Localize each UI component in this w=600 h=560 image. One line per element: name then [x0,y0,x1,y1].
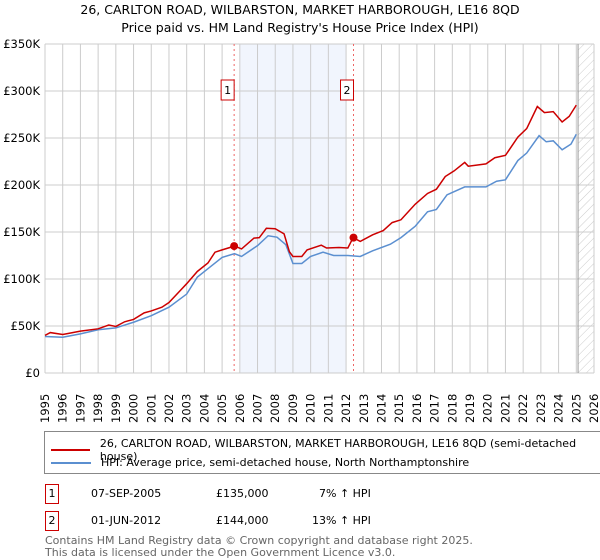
x-tick-label: 2026 [587,394,600,423]
x-tick-label: 2004 [197,394,211,423]
x-tick-label: 1996 [56,394,70,423]
transaction-row: 1 07-SEP-2005 £135,000 7% ↑ HPI [44,484,600,504]
footer-licence: This data is licensed under the Open Gov… [45,546,396,559]
x-tick-label: 2002 [162,394,176,423]
legend: 26, CARLTON ROAD, WILBARSTON, MARKET HAR… [44,431,600,474]
y-tick-label: £350K [3,37,40,51]
legend-label-property: 26, CARLTON ROAD, WILBARSTON, MARKET HAR… [99,437,577,463]
x-tick-label: 2001 [144,394,158,423]
x-tick-label: 2005 [215,394,229,423]
sale-label-box [340,79,355,101]
footer: Contains HM Land Registry data © Crown c… [45,535,473,559]
legend-swatch-red [51,449,90,451]
y-tick-label: £0 [25,366,40,380]
legend-label-hpi: HPI: Average price, semi-detached house,… [101,456,470,469]
chart-subtitle: Price paid vs. HM Land Registry's House … [121,20,479,35]
transaction-badge: 2 [45,511,59,531]
y-tick-label: £250K [3,131,40,145]
y-tick-label: £100K [3,272,40,286]
x-tick-label: 2000 [127,394,141,423]
sale-point [349,233,358,242]
sale-label-box [220,79,235,101]
transaction-date: 07-SEP-2005 [91,487,162,500]
x-tick-label: 2025 [569,394,583,423]
x-tick-label: 2009 [286,394,300,423]
x-tick-label: 2018 [445,394,459,423]
property-price-line [44,104,577,337]
transaction-badge: 1 [45,484,59,504]
transaction-date: 01-JUN-2012 [91,514,162,527]
x-tick-label: 2022 [516,394,530,423]
x-tick-label: 1997 [73,394,87,423]
sale-label: 1 [224,84,231,97]
transaction-hpi: 13% ↑ HPI [312,514,371,527]
x-tick-label: 2007 [251,394,265,423]
x-tick-label: 2013 [357,394,371,423]
transaction-price: £144,000 [216,514,269,527]
legend-item-property: 26, CARLTON ROAD, WILBARSTON, MARKET HAR… [51,437,600,463]
x-tick-label: 2008 [268,394,282,423]
y-tick-label: £200K [3,178,40,192]
chart-title: 26, CARLTON ROAD, WILBARSTON, MARKET HAR… [80,2,520,17]
x-tick-label: 2011 [321,394,335,423]
transaction-row: 2 01-JUN-2012 £144,000 13% ↑ HPI [44,511,600,531]
x-tick-label: 2012 [339,394,353,423]
x-tick-label: 2015 [392,394,406,423]
x-tick-label: 2014 [374,394,388,423]
footer-copyright: Contains HM Land Registry data © Crown c… [45,534,473,547]
x-tick-label: 2010 [304,394,318,423]
x-tick-label: 1995 [38,394,52,423]
x-tick-label: 1999 [109,394,123,423]
x-tick-label: 2023 [534,394,548,423]
forecast-hatch [578,44,594,373]
x-tick-label: 2003 [180,394,194,423]
transaction-price: £135,000 [216,487,269,500]
y-tick-label: £50K [11,319,41,333]
x-tick-label: 2020 [481,394,495,423]
legend-item-hpi: HPI: Average price, semi-detached house,… [51,456,469,469]
price-chart: 1995 1996 1997 1998 1999 2000 2001 2002 2003 2004… [3,37,600,423]
x-tick-label: 2006 [233,394,247,423]
hpi-line [44,133,577,339]
x-tick-label: 2024 [552,394,566,423]
x-tick-label: 2021 [498,394,512,423]
transaction-hpi: 7% ↑ HPI [319,487,371,500]
y-tick-label: £150K [3,225,40,239]
legend-swatch-blue [51,461,91,464]
x-tick-label: 1998 [91,394,105,423]
sale-label: 2 [344,84,351,97]
x-tick-label: 2019 [463,394,477,423]
y-tick-label: £300K [3,84,40,98]
x-tick-label: 2016 [410,394,424,423]
sale-point [230,242,239,251]
x-tick-label: 2017 [428,394,442,423]
